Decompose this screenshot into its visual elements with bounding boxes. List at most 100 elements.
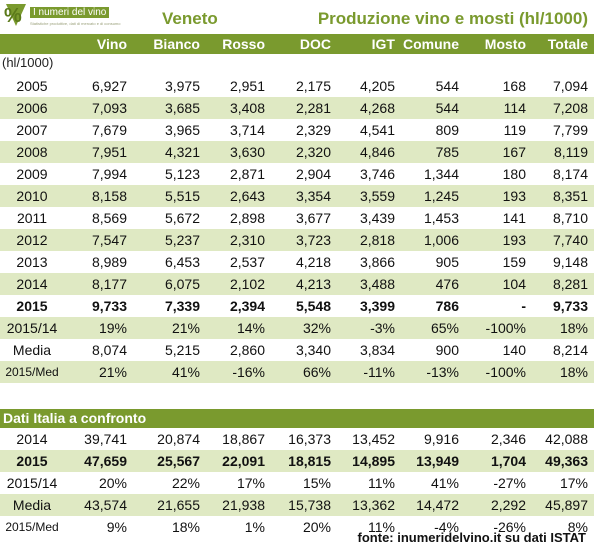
table-cell: 3,965 [127, 119, 200, 141]
table-cell: 41% [395, 472, 459, 494]
table-cell: 2,904 [265, 163, 331, 185]
table-cell: 8,351 [526, 185, 594, 207]
table-cell: 119 [459, 119, 526, 141]
table-cell: 3,685 [127, 97, 200, 119]
table-cell: 4,218 [265, 251, 331, 273]
table-cell: 21% [64, 361, 127, 383]
table-cell: 21,938 [200, 494, 265, 516]
table-cell: 1,453 [395, 207, 459, 229]
table-cell: 11% [331, 516, 395, 538]
table-row: Media 8,074 5,215 2,860 3,340 3,834 900 140 8,21… [0, 339, 594, 361]
table-cell: -13% [395, 361, 459, 383]
column-header-bar: Vino Bianco Rosso DOC IGT Comune Mosto T… [0, 34, 594, 54]
table-cell: 2,898 [200, 207, 265, 229]
logo-glass-icon [6, 4, 26, 26]
table-cell: 47,659 [64, 450, 127, 472]
table-cell: 4,846 [331, 141, 395, 163]
table-cell: 3,746 [331, 163, 395, 185]
table-cell: 2,292 [459, 494, 526, 516]
table-cell: 4,205 [331, 75, 395, 97]
table-cell: 65% [395, 317, 459, 339]
table-cell: 5,123 [127, 163, 200, 185]
veneto-table: 2005 6,927 3,975 2,951 2,175 4,205 544 168 7,094… [0, 75, 594, 383]
table-cell: 2,310 [200, 229, 265, 251]
table-cell: 8,710 [526, 207, 594, 229]
table-cell: 3,439 [331, 207, 395, 229]
table-cell: 3,408 [200, 97, 265, 119]
row-label: 2012 [0, 229, 64, 251]
table-cell: 45,897 [526, 494, 594, 516]
table-cell: 2,860 [200, 339, 265, 361]
col-header-rosso: Rosso [222, 36, 265, 52]
table-row: 2014 8,177 6,075 2,102 4,213 3,488 476 104 8,281 [0, 273, 594, 295]
table-cell: 4,321 [127, 141, 200, 163]
table-cell: 3,975 [127, 75, 200, 97]
table-cell: 13,949 [395, 450, 459, 472]
italia-section-header: Dati Italia a confronto [0, 409, 594, 428]
table-cell: 1% [200, 516, 265, 538]
table-cell: 11% [331, 472, 395, 494]
table-row: 2008 7,951 4,321 3,630 2,320 4,846 785 167 8,119 [0, 141, 594, 163]
table-cell: 17% [200, 472, 265, 494]
logo-title: I numeri del vino [30, 7, 110, 18]
row-label: 2015 [0, 450, 64, 472]
table-cell: 18,815 [265, 450, 331, 472]
table-row: 2015/14 20% 22% 17% 15% 11% 41% -27% 17% [0, 472, 594, 494]
table-cell: 5,515 [127, 185, 200, 207]
table-cell: 8,158 [64, 185, 127, 207]
table-cell: 18,867 [200, 428, 265, 450]
table-cell: 9% [64, 516, 127, 538]
table-row: 2015 9,733 7,339 2,394 5,548 3,399 786-9,733 [0, 295, 594, 317]
table-cell: 544 [395, 97, 459, 119]
table-cell: 1,704 [459, 450, 526, 472]
table-cell: 476 [395, 273, 459, 295]
table-cell: 8,281 [526, 273, 594, 295]
table-cell: 8,214 [526, 339, 594, 361]
table-cell: -100% [459, 361, 526, 383]
row-label: 2005 [0, 75, 64, 97]
table-cell: 3,488 [331, 273, 395, 295]
table-cell: 1,245 [395, 185, 459, 207]
table-cell: 2,951 [200, 75, 265, 97]
table-cell: 6,927 [64, 75, 127, 97]
table-cell: 14% [200, 317, 265, 339]
table-cell: 1,344 [395, 163, 459, 185]
table-cell: 8% [526, 516, 594, 538]
table-row: 2009 7,994 5,123 2,871 2,904 3,746 1,344 180 8,1… [0, 163, 594, 185]
table-row: 2015/14 19% 21% 14% 32% -3% 65% -100% 18% [0, 317, 594, 339]
table-cell: 785 [395, 141, 459, 163]
table-cell: 5,237 [127, 229, 200, 251]
table-cell: 22% [127, 472, 200, 494]
table-cell: 5,548 [265, 295, 331, 317]
table-cell: 43,574 [64, 494, 127, 516]
table-cell: 9,148 [526, 251, 594, 273]
col-header-doc: DOC [299, 36, 331, 52]
italia-table: 2014 39,741 20,874 18,867 16,373 13,452 9,916 2… [0, 428, 594, 538]
table-cell: 3,714 [200, 119, 265, 141]
table-cell: 3,399 [331, 295, 395, 317]
table-cell: 2,281 [265, 97, 331, 119]
table-cell: 2,394 [200, 295, 265, 317]
table-cell: 14,472 [395, 494, 459, 516]
table-cell: 9,916 [395, 428, 459, 450]
table-row: 2005 6,927 3,975 2,951 2,175 4,205 544 168 7,094 [0, 75, 594, 97]
table-cell: -16% [200, 361, 265, 383]
table-cell: 3,559 [331, 185, 395, 207]
table-cell: 8,174 [526, 163, 594, 185]
table-cell: -3% [331, 317, 395, 339]
table-cell: 3,630 [200, 141, 265, 163]
col-header-igt: IGT [371, 36, 395, 52]
table-cell: 193 [459, 229, 526, 251]
row-label: 2013 [0, 251, 64, 273]
table-row: 2006 7,093 3,685 3,408 2,281 4,268 544 114 7,208 [0, 97, 594, 119]
row-label: 2007 [0, 119, 64, 141]
unit-label: (hl/1000) [2, 55, 54, 70]
table-row: 2014 39,741 20,874 18,867 16,373 13,452 9,916 2… [0, 428, 594, 450]
table-cell: 7,679 [64, 119, 127, 141]
table-cell: -100% [459, 317, 526, 339]
table-cell: 1,006 [395, 229, 459, 251]
table-cell: 66% [265, 361, 331, 383]
row-label: 2009 [0, 163, 64, 185]
table-row: 2012 7,547 5,237 2,310 3,723 2,818 1,006 193 7,7… [0, 229, 594, 251]
